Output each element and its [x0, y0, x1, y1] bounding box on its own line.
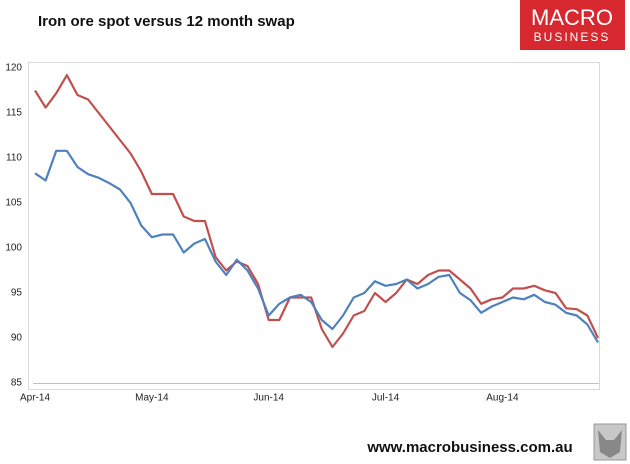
y-tick-label: 90: [11, 333, 23, 344]
x-tick-label: Apr-14: [20, 393, 50, 404]
y-tick-label: 100: [5, 243, 22, 254]
logo-box: [520, 0, 625, 50]
logo-text: MACRO: [531, 5, 613, 30]
y-tick-label: 120: [5, 63, 22, 74]
series-line: [34, 149, 599, 344]
footer-url: www.macrobusiness.com.au: [366, 439, 572, 456]
x-tick-label: Aug-14: [486, 393, 519, 404]
series-line: [34, 74, 599, 349]
y-tick-label: 95: [11, 288, 23, 299]
y-tick-label: 110: [6, 153, 22, 164]
x-tick-label: May-14: [135, 393, 169, 404]
chart-title: Iron ore spot versus 12 month swap: [38, 13, 295, 30]
logo-text: BUSINESS: [534, 30, 611, 44]
x-tick-label: Jun-14: [253, 393, 284, 404]
plot-frame: [28, 62, 600, 390]
y-tick-label: 115: [6, 108, 22, 119]
x-tick-label: Jul-14: [372, 393, 400, 404]
y-tick-label: 85: [11, 378, 23, 389]
wolf-icon-shape: [598, 430, 622, 458]
y-tick-label: 105: [5, 198, 22, 209]
